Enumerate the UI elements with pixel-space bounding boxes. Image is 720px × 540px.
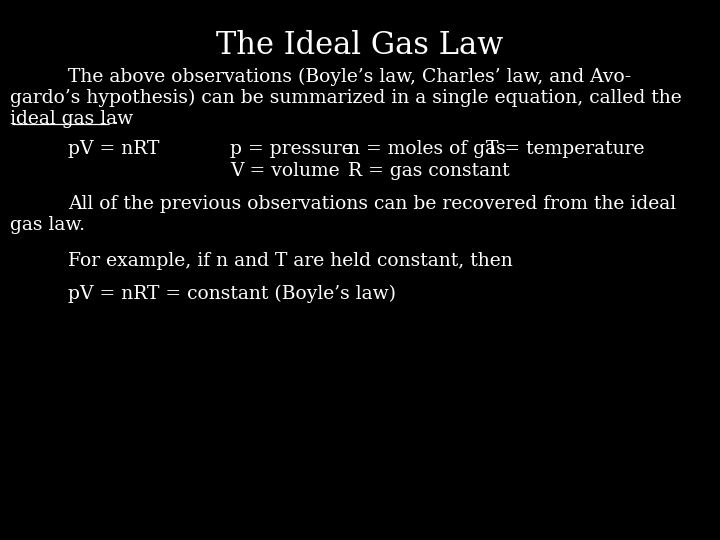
- Text: n = moles of gas: n = moles of gas: [348, 140, 505, 158]
- Text: gas law.: gas law.: [10, 216, 85, 234]
- Text: .: .: [112, 110, 118, 128]
- Text: The Ideal Gas Law: The Ideal Gas Law: [217, 30, 503, 61]
- Text: T = temperature: T = temperature: [486, 140, 644, 158]
- Text: The above observations (Boyle’s law, Charles’ law, and Avo-: The above observations (Boyle’s law, Cha…: [68, 68, 631, 86]
- Text: gardo’s hypothesis) can be summarized in a single equation, called the: gardo’s hypothesis) can be summarized in…: [10, 89, 682, 107]
- Text: ideal gas law: ideal gas law: [10, 110, 133, 128]
- Text: p = pressure: p = pressure: [230, 140, 353, 158]
- Text: V = volume: V = volume: [230, 162, 340, 180]
- Text: pV = nRT: pV = nRT: [68, 140, 159, 158]
- Text: R = gas constant: R = gas constant: [348, 162, 510, 180]
- Text: All of the previous observations can be recovered from the ideal: All of the previous observations can be …: [68, 195, 676, 213]
- Text: For example, if n and T are held constant, then: For example, if n and T are held constan…: [68, 252, 513, 270]
- Text: pV = nRT = constant (Boyle’s law): pV = nRT = constant (Boyle’s law): [68, 285, 396, 303]
